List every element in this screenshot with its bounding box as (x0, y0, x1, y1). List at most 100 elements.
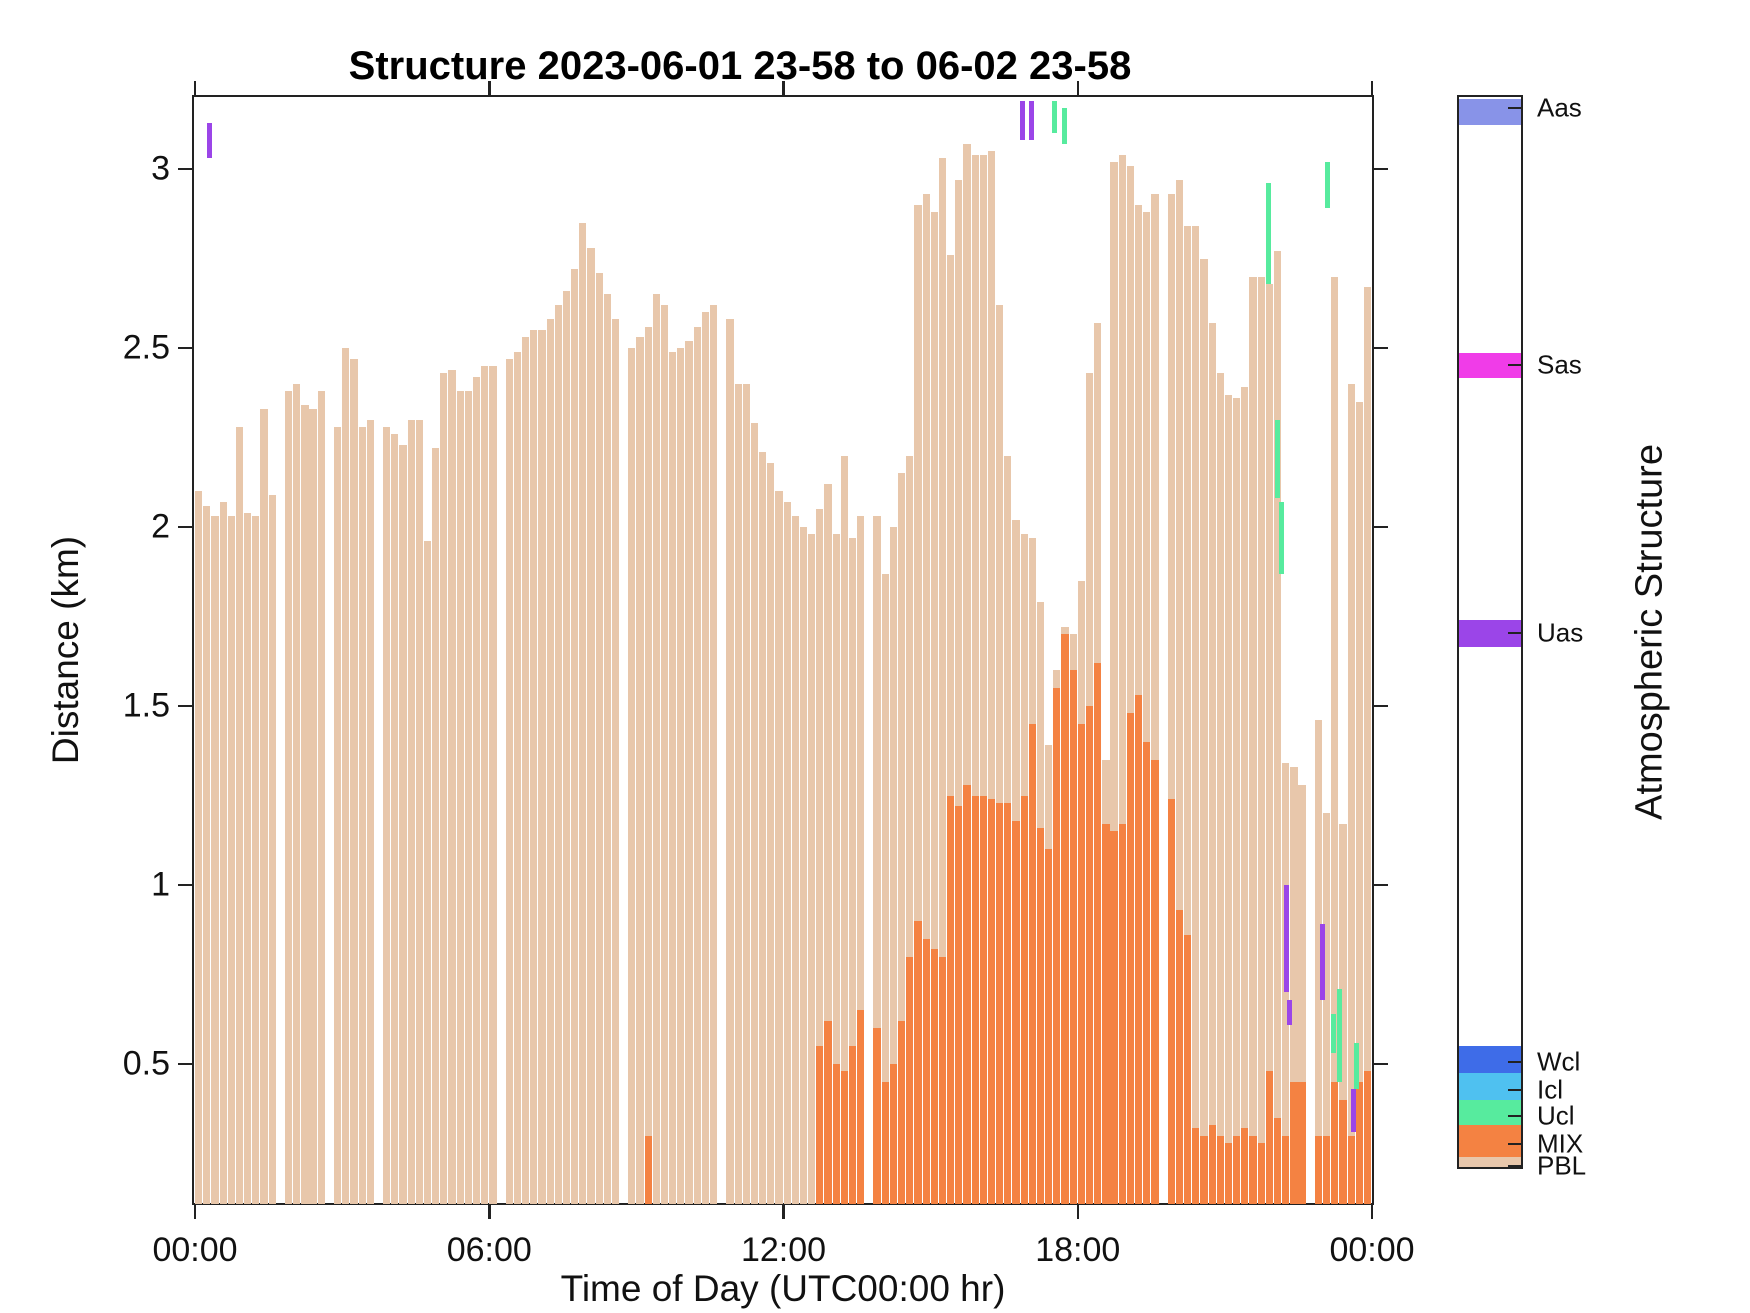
pbl-bar (889, 527, 898, 1204)
x-tick (193, 1205, 197, 1219)
y-tick-label: 0.5 (122, 1044, 170, 1083)
pbl-bar (636, 337, 644, 1204)
ucl-mark (1353, 1042, 1359, 1089)
colorbar-segment-mix (1459, 1125, 1521, 1158)
pbl-bar (1331, 276, 1339, 1204)
mix-bar (840, 1071, 848, 1204)
pbl-bar (987, 151, 996, 1204)
pbl-bar (1273, 251, 1282, 1204)
mix-bar (922, 938, 930, 1204)
mix-bar (1126, 713, 1135, 1204)
pbl-bar (947, 255, 955, 1204)
pbl-bar (1233, 398, 1241, 1204)
pbl-bar (489, 366, 497, 1204)
pbl-bar (857, 516, 865, 1204)
mix-bar (1241, 1128, 1249, 1204)
pbl-bar (440, 373, 448, 1204)
pbl-bar (571, 269, 579, 1204)
pbl-bar (1339, 824, 1347, 1204)
y-tick (178, 346, 192, 350)
mix-bar (1290, 1081, 1298, 1204)
y-axis-title: Distance (km) (45, 535, 86, 765)
pbl-bar (652, 294, 660, 1204)
mix-bar (947, 795, 955, 1204)
pbl-bar (979, 154, 987, 1204)
mix-bar (889, 1064, 898, 1204)
pbl-bar (317, 391, 325, 1204)
y-tick-right (1374, 704, 1388, 708)
uas-mark (1028, 101, 1034, 141)
pbl-bar (1290, 766, 1298, 1204)
mix-bar (1077, 723, 1086, 1204)
pbl-bar (301, 405, 309, 1204)
ucl-mark (1061, 108, 1067, 144)
mix-bar (930, 949, 938, 1204)
pbl-bar (767, 462, 775, 1204)
pbl-bar (1118, 154, 1126, 1204)
pbl-bar (1216, 373, 1224, 1204)
pbl-bar (423, 541, 432, 1204)
mix-bar (824, 1021, 832, 1204)
ucl-mark (1051, 101, 1057, 134)
mix-bar (873, 1028, 881, 1204)
mix-bar (1020, 795, 1028, 1204)
y-tick-label: 3 (151, 149, 170, 188)
pbl-bar (742, 383, 750, 1204)
mix-bar (996, 802, 1004, 1204)
x-tick-label: 06:00 (446, 1231, 532, 1269)
y-tick (178, 883, 192, 887)
y-tick-right (1374, 525, 1388, 529)
mix-bar (1257, 1142, 1265, 1204)
x-tick-top (1370, 81, 1374, 95)
pbl-bar (799, 527, 808, 1204)
pbl-bar (235, 426, 244, 1204)
pbl-bar (595, 272, 603, 1204)
pbl-bar (268, 494, 276, 1204)
pbl-bar (1200, 258, 1208, 1204)
mix-bar (1208, 1124, 1216, 1204)
mix-bar (1118, 824, 1126, 1204)
pbl-bar (587, 247, 595, 1204)
pbl-bar (759, 451, 767, 1204)
pbl-bar (293, 383, 301, 1204)
mix-bar (1135, 695, 1143, 1204)
uas-mark (1287, 999, 1293, 1025)
mix-bar (1028, 723, 1036, 1204)
mix-bar (1265, 1071, 1273, 1204)
uas-mark (1020, 101, 1026, 141)
chart-title: Structure 2023-06-01 23-58 to 06-02 23-5… (348, 44, 1132, 88)
mix-bar (963, 784, 971, 1204)
pbl-bar (432, 448, 440, 1204)
mix-bar (987, 799, 996, 1204)
pbl-bar (1241, 387, 1249, 1204)
pbl-bar (971, 154, 979, 1204)
pbl-bar (1363, 287, 1372, 1204)
mix-bar (1363, 1071, 1372, 1204)
uas-mark (1319, 924, 1325, 1000)
pbl-bar (783, 502, 791, 1204)
mix-bar (1298, 1081, 1306, 1204)
mix-bar (1151, 759, 1159, 1204)
pbl-bar (383, 426, 391, 1204)
uas-mark (207, 122, 213, 159)
pbl-bar (350, 358, 358, 1204)
mix-bar (1184, 935, 1192, 1204)
pbl-bar (366, 419, 374, 1204)
x-tick-label: 18:00 (1035, 1231, 1121, 1269)
ucl-mark (1325, 161, 1331, 209)
y-tick-label: 1 (151, 865, 170, 904)
pbl-bar (775, 491, 783, 1204)
pbl-bar (1208, 323, 1216, 1204)
mix-bar (1036, 827, 1045, 1204)
pbl-bar (530, 330, 538, 1204)
x-tick (1076, 1205, 1079, 1219)
pbl-bar (415, 419, 423, 1204)
pbl-bar (1184, 226, 1192, 1204)
mix-bar (1053, 688, 1061, 1204)
pbl-bar (726, 319, 734, 1204)
x-tick (488, 1205, 491, 1219)
pbl-bar (816, 509, 824, 1204)
pbl-bar (219, 502, 227, 1204)
pbl-bar (963, 144, 971, 1204)
x-tick-label: 00:00 (152, 1231, 238, 1269)
